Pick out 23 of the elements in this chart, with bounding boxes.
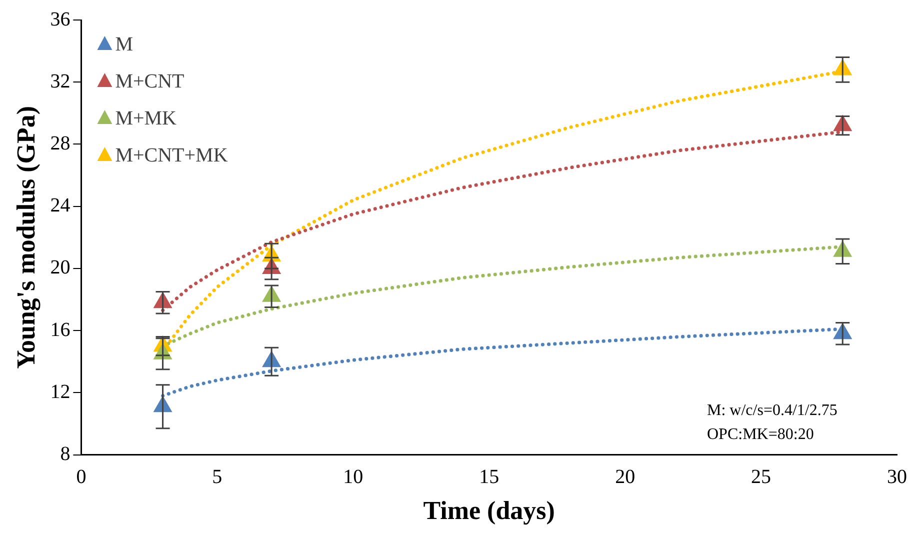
annotation: OPC:MK=80:20 <box>707 426 814 443</box>
x-tick-label: 5 <box>212 466 222 488</box>
y-tick-label: 12 <box>50 380 70 403</box>
annotation: M: w/c/s=0.4/1/2.75 <box>707 402 838 419</box>
y-tick-label: 28 <box>50 132 70 154</box>
legend-label: M+CNT+MK <box>115 144 228 166</box>
x-tick-label: 30 <box>887 466 907 488</box>
x-tick-label: 25 <box>751 466 772 488</box>
y-axis-title: Young's modulus (GPa) <box>11 106 40 369</box>
y-tick-label: 32 <box>50 70 70 92</box>
x-tick-label: 10 <box>343 466 364 488</box>
y-tick-label: 16 <box>50 318 70 341</box>
x-tick-label: 0 <box>76 466 86 488</box>
x-axis-title: Time (days) <box>423 496 555 526</box>
y-tick-label: 20 <box>50 256 70 279</box>
y-tick-label: 8 <box>60 443 70 466</box>
y-tick-label: 24 <box>50 194 70 217</box>
legend-label: M <box>115 33 134 56</box>
x-tick-label: 15 <box>479 466 500 488</box>
x-tick-label: 20 <box>615 466 636 488</box>
legend-label: M+CNT <box>115 70 184 92</box>
legend-label: M+MK <box>115 107 178 130</box>
y-tick-label: 36 <box>50 8 70 30</box>
